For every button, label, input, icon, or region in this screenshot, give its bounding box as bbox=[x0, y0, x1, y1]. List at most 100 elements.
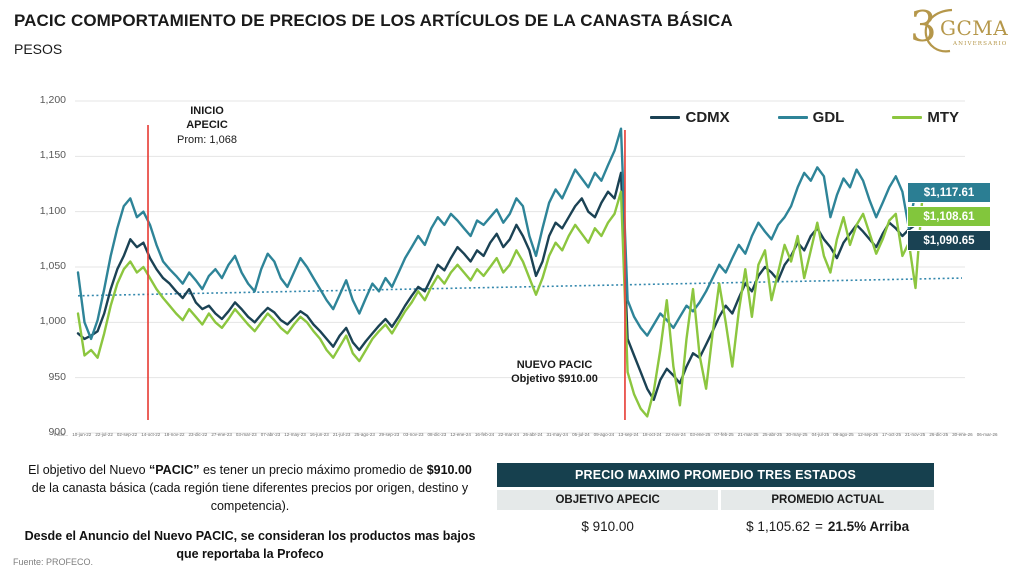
note-text-bold: $910.00 bbox=[426, 463, 472, 477]
x-tick-label: 26-abr-24 bbox=[522, 432, 543, 437]
x-tick-label: 03-ene-25 bbox=[689, 432, 711, 437]
logo-number: 3 bbox=[910, 4, 937, 51]
x-tick-label: 03-nov-23 bbox=[403, 432, 424, 437]
logo-name: GCMA bbox=[940, 16, 1008, 40]
x-tick-label: 26-dic-25 bbox=[929, 432, 949, 437]
y-tick-label: 1,000 bbox=[39, 315, 66, 328]
legend-item-gdl: GDL bbox=[777, 109, 845, 126]
x-tick-label: 18-nov-22 bbox=[164, 432, 185, 437]
annotation-note: Prom: 1,068 bbox=[177, 133, 237, 146]
x-tick-label: 12-may-23 bbox=[284, 432, 306, 437]
legend-item-mty: MTY bbox=[892, 109, 959, 126]
annotation-note: Objetivo $910.00 bbox=[511, 373, 598, 386]
x-tick-label: 07-abr-23 bbox=[260, 432, 281, 437]
x-tick-label: 08-dic-23 bbox=[427, 432, 447, 437]
series-line-cdmx bbox=[76, 171, 924, 401]
x-tick-label: 30-ene-26 bbox=[952, 432, 973, 437]
equals-sign: = bbox=[814, 518, 823, 534]
x-tick-label: 08-ago-25 bbox=[833, 432, 854, 437]
summary-table: PRECIO MAXIMO PROMEDIO TRES ESTADOS OBJE… bbox=[497, 463, 934, 542]
annotation-line: INICIO bbox=[190, 105, 224, 117]
series-line-mty bbox=[76, 190, 924, 418]
x-tick-label: 06-mar-26 bbox=[976, 432, 998, 437]
logo-swoosh-icon bbox=[924, 8, 953, 53]
promedio-value: $ 1,105.62 = 21.5% Arriba bbox=[721, 510, 934, 542]
promedio-amount: $ 1,105.62 bbox=[746, 518, 810, 534]
column-header-objetivo: OBJETIVO APECIC bbox=[497, 490, 719, 510]
legend-line-icon bbox=[892, 116, 923, 119]
x-tick-label: 22-nov-24 bbox=[665, 432, 686, 437]
annotation-nuevo-pacic: NUEVO PACIC Objetivo $910.00 bbox=[487, 358, 622, 387]
x-tick-label: 21-jul-23 bbox=[332, 432, 351, 437]
x-tick-label: 23-dic-22 bbox=[188, 432, 208, 437]
x-tick-label: 12-ene-24 bbox=[450, 432, 471, 437]
x-tick-label: 07-feb-25 bbox=[714, 432, 734, 437]
x-tick-label: 02-sep-22 bbox=[116, 432, 138, 437]
legend-item-cdmx: CDMX bbox=[650, 109, 730, 126]
chart-plot-area: CDMX GDL MTY INICIO APECIC Prom: 1,068 NUE… bbox=[75, 100, 991, 434]
y-tick-label: 1,150 bbox=[39, 149, 66, 162]
series-end-value-label: $1,108.61 bbox=[907, 206, 991, 227]
footnote-block: El objetivo del Nuevo “PACIC” es tener u… bbox=[20, 462, 480, 564]
y-tick-label: 1,100 bbox=[39, 204, 66, 217]
x-tick-label: 04-jul-25 bbox=[811, 432, 830, 437]
promedio-delta: 21.5% Arriba bbox=[827, 518, 910, 534]
x-tick-label: 10-jun-22 bbox=[72, 432, 92, 437]
logo-tagline: ANIVERSARIO bbox=[952, 41, 1007, 47]
y-tick-label: 900 bbox=[48, 426, 66, 438]
x-tick-label: 30-may-25 bbox=[786, 432, 808, 437]
series-end-value-label: $1,090.65 bbox=[907, 230, 991, 251]
x-tick-label: 21-mar-25 bbox=[737, 432, 759, 437]
x-tick-label: 21-nov-25 bbox=[905, 432, 926, 437]
gcma-logo: 3 GCMA ANIVERSARIO bbox=[910, 4, 1008, 53]
series-end-value-label: $1,117.61 bbox=[907, 182, 991, 203]
legend-line-icon bbox=[650, 116, 681, 119]
x-tick-label: 18-oct-24 bbox=[642, 432, 662, 437]
x-tick-label: 16-feb-24 bbox=[474, 432, 495, 437]
note-text: de la canasta básica (cada región tiene … bbox=[31, 480, 469, 513]
y-tick-label: 1,200 bbox=[39, 94, 66, 106]
column-header-promedio: PROMEDIO ACTUAL bbox=[721, 490, 934, 510]
objetivo-value: $ 910.00 bbox=[581, 518, 634, 534]
note-text-bold: “PACIC” bbox=[149, 463, 200, 477]
x-tick-label: 12-sep-25 bbox=[857, 432, 878, 437]
x-tick-label: 22-jul-22 bbox=[95, 432, 113, 437]
y-tick-label: 1,050 bbox=[39, 260, 66, 272]
trend-dotted-line bbox=[77, 277, 963, 297]
footnote-paragraph-2: Desde el Anuncio del Nuevo PACIC, se con… bbox=[24, 529, 476, 561]
x-axis: Inicio... 10-jun-22 22-jul-22 02-sep-22 14-o… bbox=[54, 432, 998, 437]
legend-label: GDL bbox=[812, 109, 845, 126]
x-tick-label: 22-mar-24 bbox=[498, 432, 519, 437]
series-line-gdl bbox=[76, 127, 924, 341]
x-tick-label: 25-ago-23 bbox=[354, 432, 375, 437]
page-title: PACIC COMPORTAMIENTO DE PRECIOS DE LOS A… bbox=[14, 11, 733, 30]
x-tick-label: Inicio... bbox=[54, 432, 69, 437]
footnote-paragraph-1: El objetivo del Nuevo “PACIC” es tener u… bbox=[20, 462, 480, 515]
series-end-labels: $1,117.61 $1,108.61 $1,090.65 bbox=[907, 182, 991, 254]
note-text: es tener un precio máximo promedio de bbox=[199, 463, 427, 477]
line-chart bbox=[75, 100, 965, 434]
legend-line-icon bbox=[777, 116, 808, 119]
legend-label: MTY bbox=[927, 109, 959, 126]
x-tick-label: 13-sep-24 bbox=[618, 432, 639, 437]
note-text: El objetivo del Nuevo bbox=[28, 463, 150, 477]
annotation-inicio-apecic: INICIO APECIC Prom: 1,068 bbox=[137, 104, 277, 147]
x-tick-label: 17-oct-25 bbox=[881, 432, 901, 437]
annotation-line: APECIC bbox=[186, 119, 228, 132]
x-tick-label: 14-oct-22 bbox=[141, 432, 161, 437]
summary-table-title: PRECIO MAXIMO PROMEDIO TRES ESTADOS bbox=[497, 463, 934, 487]
x-tick-label: 25-abr-25 bbox=[762, 432, 782, 437]
x-tick-label: 16-jun-23 bbox=[309, 432, 329, 437]
page-subtitle: PESOS bbox=[14, 41, 63, 57]
legend-label: CDMX bbox=[685, 109, 730, 126]
x-tick-label: 27-ene-23 bbox=[211, 432, 232, 437]
annotation-line: NUEVO PACIC bbox=[516, 359, 593, 371]
x-tick-label: 05-jul-24 bbox=[572, 432, 590, 437]
x-tick-label: 03-mar-23 bbox=[235, 432, 257, 437]
source-caption: Fuente: PROFECO. bbox=[13, 557, 94, 567]
x-tick-label: 09-ago-24 bbox=[593, 432, 615, 437]
chart-legend: CDMX GDL MTY bbox=[650, 109, 959, 126]
y-tick-label: 950 bbox=[48, 370, 66, 383]
x-tick-label: 29-sep-23 bbox=[378, 432, 400, 437]
